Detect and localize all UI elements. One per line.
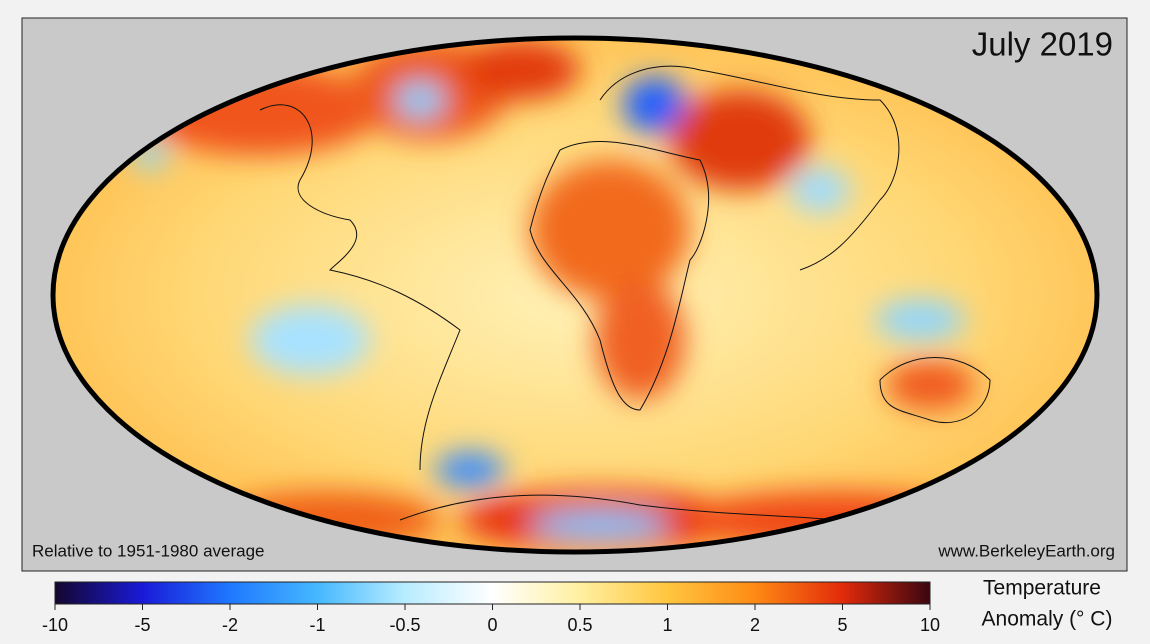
colorbar-label: Anomaly (° C) [982, 608, 1113, 631]
colorbar-tick-label: -10 [42, 615, 68, 635]
colorbar-label: Temperature [983, 577, 1101, 600]
coastlines [259, 65, 991, 521]
colorbar-tick-label: -0.5 [389, 615, 420, 635]
eurasia-coast [599, 65, 900, 271]
colorbar-tick-label: 5 [837, 615, 847, 635]
colorbar-tick-label: -1 [309, 615, 325, 635]
antarctica-coast [399, 494, 841, 521]
baseline-note: Relative to 1951-1980 average [32, 541, 265, 560]
globe-outline [50, 35, 1100, 555]
americas-coast [259, 104, 461, 471]
field-blobs [132, 40, 980, 550]
colorbar [54, 581, 931, 605]
colorbar-tick-label: 0.5 [567, 615, 592, 635]
australia-coast [879, 357, 991, 424]
map-title: July 2019 [972, 26, 1113, 63]
colorbar-tick-label: -5 [134, 615, 150, 635]
colorbar-tick-label: 10 [920, 615, 940, 635]
colorbar-tick-label: 0 [487, 615, 497, 635]
anomaly-field [53, 38, 1097, 552]
source-note: www.BerkeleyEarth.org [937, 541, 1115, 560]
colorbar-tick-label: 1 [662, 615, 672, 635]
colorbar-tick-label: -2 [222, 615, 238, 635]
colorbar-tick-label: 2 [750, 615, 760, 635]
africa-coast [529, 140, 709, 411]
